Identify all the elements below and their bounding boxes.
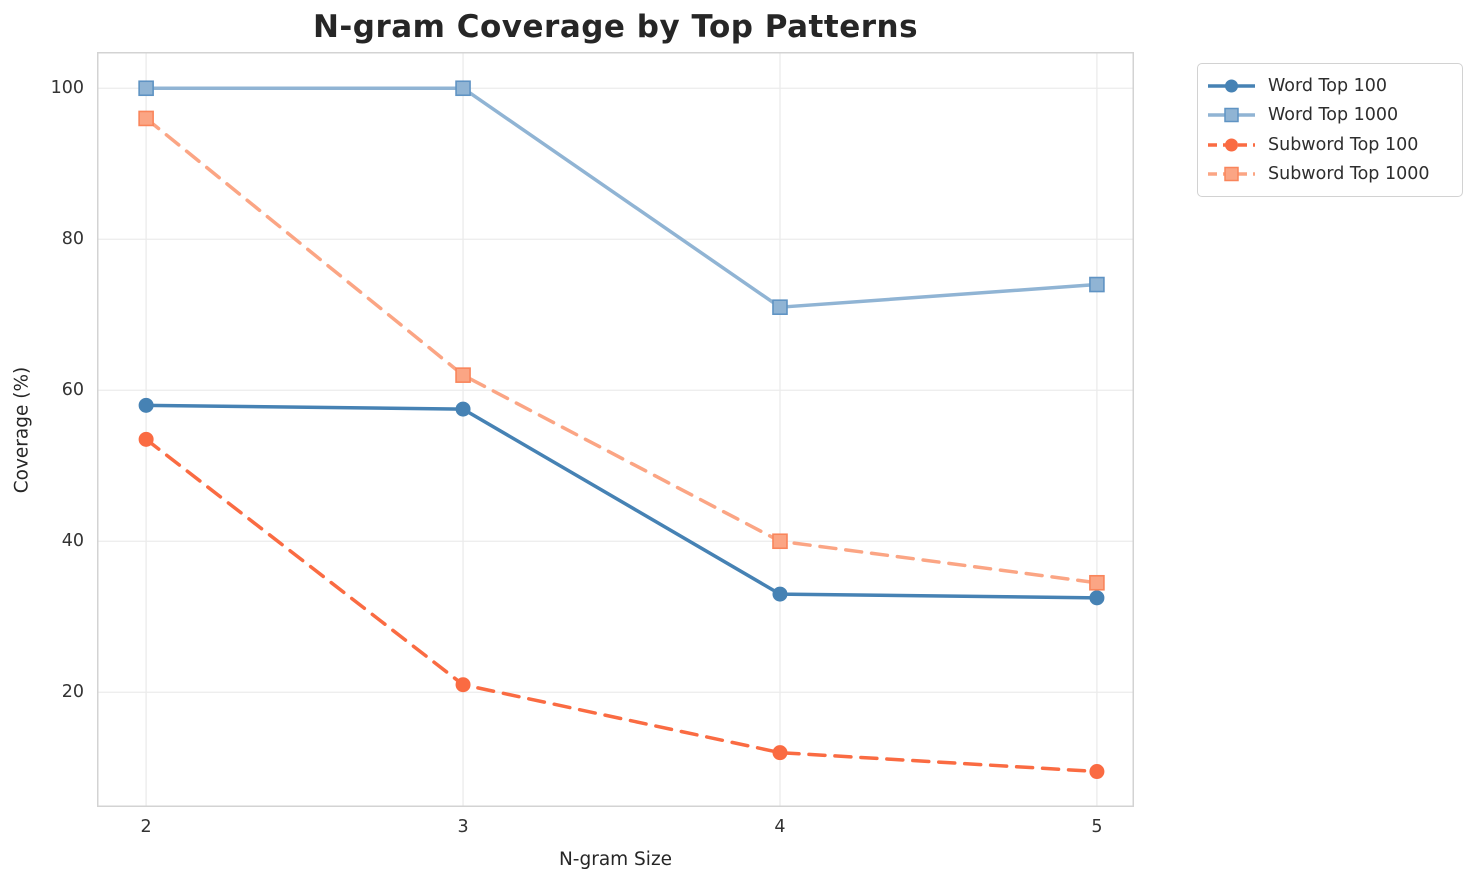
y-tick-label: 80	[61, 229, 84, 250]
chart-title: N-gram Coverage by Top Patterns	[312, 9, 919, 45]
data-point-subword-top-100	[138, 431, 154, 447]
data-point-word-top-100	[772, 586, 788, 602]
series-line-subword-top-1000	[144, 116, 1099, 585]
legend-sample-solid-circle-icon	[1208, 79, 1255, 93]
data-point-subword-top-1000	[455, 367, 471, 383]
plot-frame	[97, 52, 1134, 807]
legend-marker	[1224, 167, 1239, 182]
legend-label: Word Top 100	[1268, 75, 1388, 96]
data-point-word-top-1000	[455, 80, 471, 97]
data-point-word-top-100	[455, 401, 471, 417]
data-point-subword-top-100	[455, 677, 471, 693]
data-point-word-top-1000	[1089, 276, 1105, 293]
data-point-subword-top-1000	[138, 110, 154, 127]
data-point-word-top-100	[138, 397, 154, 413]
legend-marker	[1225, 138, 1238, 152]
data-point-subword-top-1000	[1089, 574, 1105, 591]
legend-label: Subword Top 1000	[1268, 164, 1430, 185]
data-point-word-top-1000	[772, 299, 788, 315]
legend-marker	[1224, 108, 1239, 123]
legend-item-subword-top-1000: Subword Top 1000	[1208, 160, 1452, 190]
y-tick-label: 100	[50, 78, 84, 99]
data-point-word-top-1000	[138, 80, 154, 97]
x-axis-label: N-gram Size	[558, 849, 673, 870]
y-tick-label: 40	[61, 531, 84, 552]
plot-area	[97, 52, 1134, 807]
y-axis-label: Coverage (%)	[11, 366, 33, 494]
legend-label: Subword Top 100	[1268, 134, 1419, 155]
x-tick-label: 3	[457, 817, 469, 837]
y-tick-label: 20	[61, 682, 84, 703]
legend-sample-dashed-circle-icon	[1208, 138, 1255, 152]
legend-sample-dashed-square-icon	[1208, 167, 1255, 182]
data-point-subword-top-100	[1089, 764, 1105, 780]
legend-item-word-top-100: Word Top 100	[1208, 71, 1452, 101]
x-tick-label: 5	[1091, 817, 1103, 837]
legend-item-word-top-1000: Word Top 1000	[1208, 101, 1452, 131]
plot-canvas	[97, 52, 1134, 807]
legend-marker	[1225, 79, 1238, 93]
series-line-word-top-100	[144, 403, 1099, 600]
x-tick-label: 4	[774, 817, 786, 837]
x-tick-label: 2	[140, 817, 152, 837]
legend-sample-solid-square-icon	[1208, 108, 1255, 123]
series-line-word-top-1000	[144, 86, 1099, 309]
data-point-subword-top-1000	[772, 533, 788, 550]
data-point-word-top-100	[1089, 590, 1105, 606]
legend: Word Top 100 Word Top 1000 Subword Top 100…	[1197, 63, 1463, 197]
series-line-subword-top-100	[144, 437, 1099, 774]
data-point-subword-top-100	[772, 745, 788, 761]
legend-item-subword-top-100: Subword Top 100	[1208, 130, 1452, 160]
legend-label: Word Top 1000	[1268, 105, 1399, 126]
